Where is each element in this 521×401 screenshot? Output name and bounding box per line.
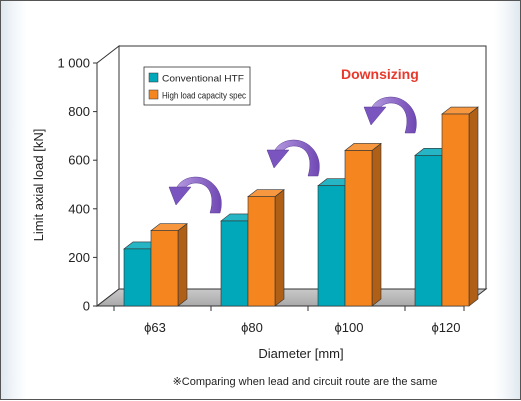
y-tick-label: 400 — [68, 201, 90, 216]
y-axis: 0 200 400 600 800 1 000 — [57, 56, 97, 314]
x-axis: ϕ63 ϕ80 ϕ100 ϕ120 — [113, 306, 465, 335]
y-tick-label: 0 — [83, 299, 90, 314]
y-tick-label: 800 — [68, 104, 90, 119]
y-axis-label: Limit axial load [kN] — [31, 129, 46, 242]
bar-series-group — [123, 106, 479, 307]
plot-left-wall — [96, 44, 120, 308]
x-tick-label: ϕ63 — [144, 320, 166, 335]
legend-label-high-load: High load capacity spec — [162, 91, 246, 101]
x-tick-label: ϕ120 — [432, 320, 461, 335]
bar-high-load-capacity-spec-1 — [247, 189, 285, 307]
curved-arrow-left-icon — [363, 96, 417, 134]
x-tick-label: ϕ80 — [241, 320, 263, 335]
bar-high-load-capacity-spec-2 — [344, 142, 382, 307]
curved-arrow-left-icon — [266, 139, 320, 177]
y-tick-label: 1 000 — [57, 56, 90, 71]
footnote: ※Comparing when lead and circuit route a… — [173, 376, 438, 388]
y-tick-label: 600 — [68, 153, 90, 168]
y-tick-label: 200 — [68, 250, 90, 265]
arrow-group — [168, 96, 417, 214]
x-tick-label: ϕ100 — [335, 320, 364, 335]
legend-swatch-conventional — [148, 72, 159, 83]
curved-arrow-left-icon — [168, 176, 222, 214]
legend-swatch-high-load — [148, 89, 159, 100]
legend-label-conventional: Conventional HTF — [162, 74, 245, 84]
x-axis-label: Diameter [mm] — [258, 346, 343, 361]
annotation-downsizing: Downsizing — [341, 66, 419, 82]
legend: Conventional HTF High load capacity spec — [143, 66, 251, 106]
bar-high-load-capacity-spec-0 — [150, 223, 188, 307]
bar-high-load-capacity-spec-3 — [441, 106, 479, 307]
